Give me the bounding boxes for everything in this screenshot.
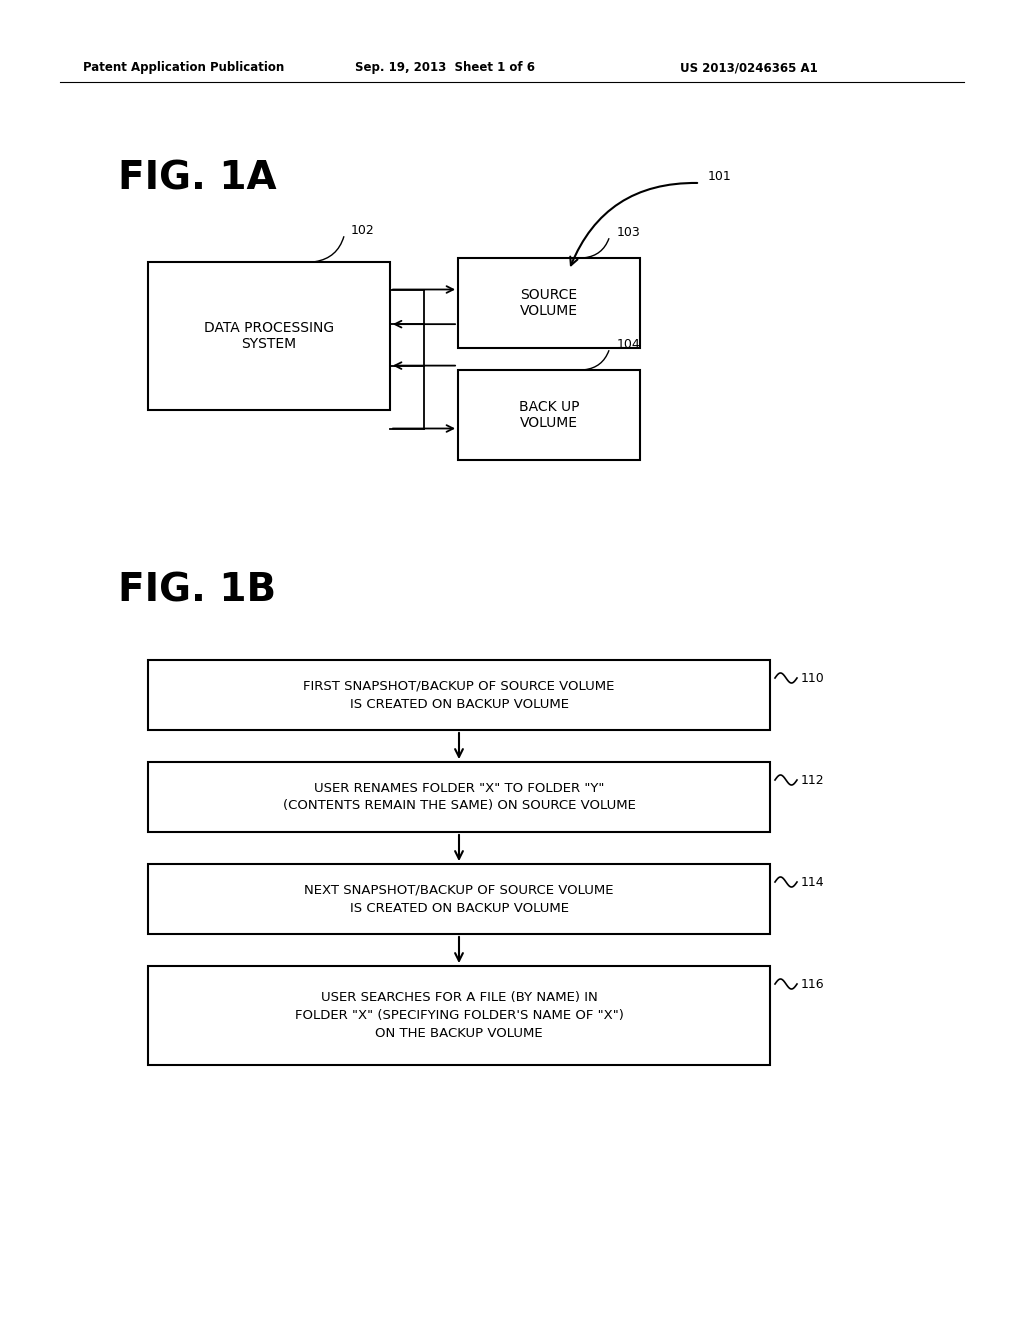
- Text: 116: 116: [801, 978, 824, 990]
- Text: Sep. 19, 2013  Sheet 1 of 6: Sep. 19, 2013 Sheet 1 of 6: [355, 62, 535, 74]
- Text: BACK UP
VOLUME: BACK UP VOLUME: [519, 400, 580, 430]
- Bar: [148, 261, 390, 411]
- Text: FIG. 1A: FIG. 1A: [118, 158, 276, 197]
- Text: 101: 101: [708, 169, 732, 182]
- Text: FIRST SNAPSHOT/BACKUP OF SOURCE VOLUME
IS CREATED ON BACKUP VOLUME: FIRST SNAPSHOT/BACKUP OF SOURCE VOLUME I…: [303, 680, 614, 710]
- Bar: [458, 370, 640, 459]
- Bar: [148, 660, 770, 730]
- Text: 103: 103: [616, 226, 640, 239]
- Bar: [148, 865, 770, 935]
- Text: 114: 114: [801, 875, 824, 888]
- Text: 112: 112: [801, 774, 824, 787]
- Text: DATA PROCESSING
SYSTEM: DATA PROCESSING SYSTEM: [204, 321, 334, 351]
- Bar: [148, 966, 770, 1065]
- Text: SOURCE
VOLUME: SOURCE VOLUME: [520, 288, 578, 318]
- Text: US 2013/0246365 A1: US 2013/0246365 A1: [680, 62, 818, 74]
- Text: 104: 104: [616, 338, 640, 351]
- Text: Patent Application Publication: Patent Application Publication: [83, 62, 285, 74]
- Text: 110: 110: [801, 672, 824, 685]
- Text: USER SEARCHES FOR A FILE (BY NAME) IN
FOLDER "X" (SPECIFYING FOLDER'S NAME OF "X: USER SEARCHES FOR A FILE (BY NAME) IN FO…: [295, 991, 624, 1040]
- Text: FIG. 1B: FIG. 1B: [118, 572, 276, 609]
- Bar: [458, 257, 640, 348]
- Bar: [148, 762, 770, 832]
- Text: 102: 102: [350, 223, 375, 236]
- Text: NEXT SNAPSHOT/BACKUP OF SOURCE VOLUME
IS CREATED ON BACKUP VOLUME: NEXT SNAPSHOT/BACKUP OF SOURCE VOLUME IS…: [304, 883, 613, 915]
- Text: USER RENAMES FOLDER "X" TO FOLDER "Y"
(CONTENTS REMAIN THE SAME) ON SOURCE VOLUM: USER RENAMES FOLDER "X" TO FOLDER "Y" (C…: [283, 781, 636, 813]
